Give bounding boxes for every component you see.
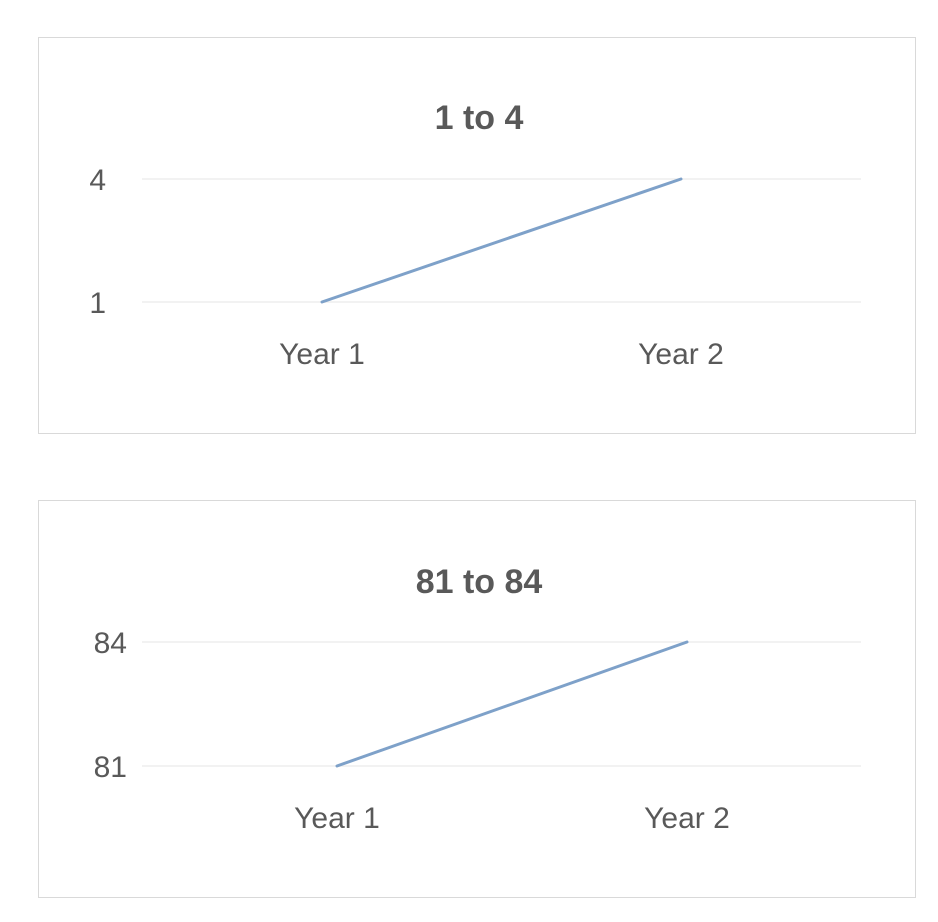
chart-2-series-line-1 [335, 640, 689, 768]
chart-1-plot: 1 to 4 1 4 Year 1 Year 2 [89, 99, 861, 371]
chart-2-plot: 81 to 84 81 84 Year 1 Year 2 [94, 563, 861, 835]
chart-2-y-tick-label-81: 81 [94, 751, 127, 784]
chart-2-title: 81 to 84 [416, 563, 543, 601]
chart-2-x-tick-label-2: Year 2 [644, 802, 730, 835]
chart-2-y-tick-label-84: 84 [94, 627, 127, 660]
chart-2-container: 81 to 84 81 84 Year 1 Year 2 [38, 500, 916, 898]
chart-1-series-line-1 [320, 177, 683, 304]
chart-2-x-tick-label-1: Year 1 [294, 802, 380, 835]
chart-1-title: 1 to 4 [435, 99, 524, 137]
chart-1-y-tick-label-1: 1 [89, 287, 106, 320]
chart-1-y-tick-label-4: 4 [89, 164, 106, 197]
chart-1-x-tick-label-1: Year 1 [279, 338, 365, 371]
chart-1-container: 1 to 4 1 4 Year 1 Year 2 [38, 37, 916, 434]
chart-1-x-tick-label-2: Year 2 [638, 338, 724, 371]
